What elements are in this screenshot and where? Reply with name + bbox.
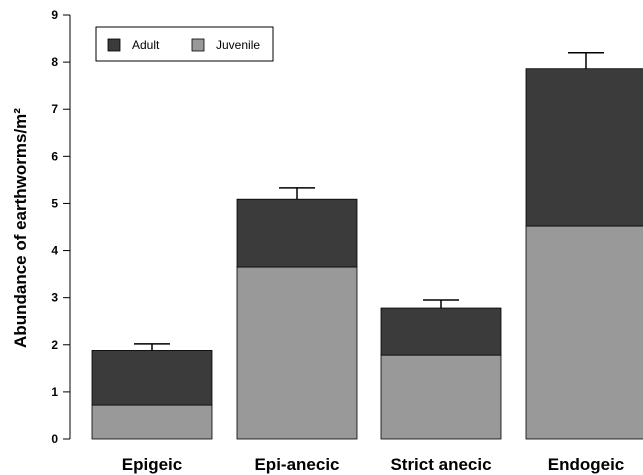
legend-label-adult: Adult: [132, 38, 160, 52]
y-tick-label-7: 7: [51, 102, 58, 116]
x-category-label-endogeic: Endogeic: [548, 455, 625, 474]
y-axis-title: Abundance of earthworms/m²: [11, 108, 30, 348]
x-category-label-epigeic: Epigeic: [122, 455, 182, 474]
bar-adult-strict-anecic: [380, 307, 502, 356]
y-tick-label-6: 6: [51, 149, 58, 163]
legend-swatch-juvenile: [191, 38, 205, 52]
bar-adult-epi-anecic: [236, 198, 358, 268]
y-tick-label-5: 5: [51, 196, 58, 210]
y-tick-label-0: 0: [51, 432, 58, 446]
x-category-label-epi-anecic: Epi-anecic: [254, 455, 339, 474]
legend-label-juvenile: Juvenile: [216, 38, 260, 52]
error-bars: [134, 51, 604, 351]
legend-box: [95, 26, 274, 62]
legend: Adult Juvenile: [95, 26, 274, 62]
x-axis-category-labels: Epigeic Epi-anecic Strict anecic Endogeic: [122, 455, 624, 474]
legend-swatch-adult: [107, 38, 121, 52]
y-axis: 0 1 2 3 4 5 6 7 8 9: [51, 8, 71, 446]
bar-juvenile-strict-anecic: [380, 354, 502, 440]
bar-juvenile-epigeic: [91, 404, 213, 440]
y-tick-label-8: 8: [51, 55, 58, 69]
bar-adult-epigeic: [91, 350, 213, 406]
bar-juvenile-endogeic: [525, 225, 643, 440]
y-tick-label-9: 9: [51, 8, 58, 22]
y-tick-label-2: 2: [51, 338, 58, 352]
y-tick-label-3: 3: [51, 291, 58, 305]
bar-adult-endogeic: [525, 68, 643, 227]
y-tick-label-4: 4: [51, 244, 58, 258]
bar-juvenile-epi-anecic: [236, 266, 358, 440]
bars: [91, 68, 643, 440]
y-tick-label-1: 1: [51, 385, 58, 399]
x-category-label-strict-anecic: Strict anecic: [390, 455, 491, 474]
